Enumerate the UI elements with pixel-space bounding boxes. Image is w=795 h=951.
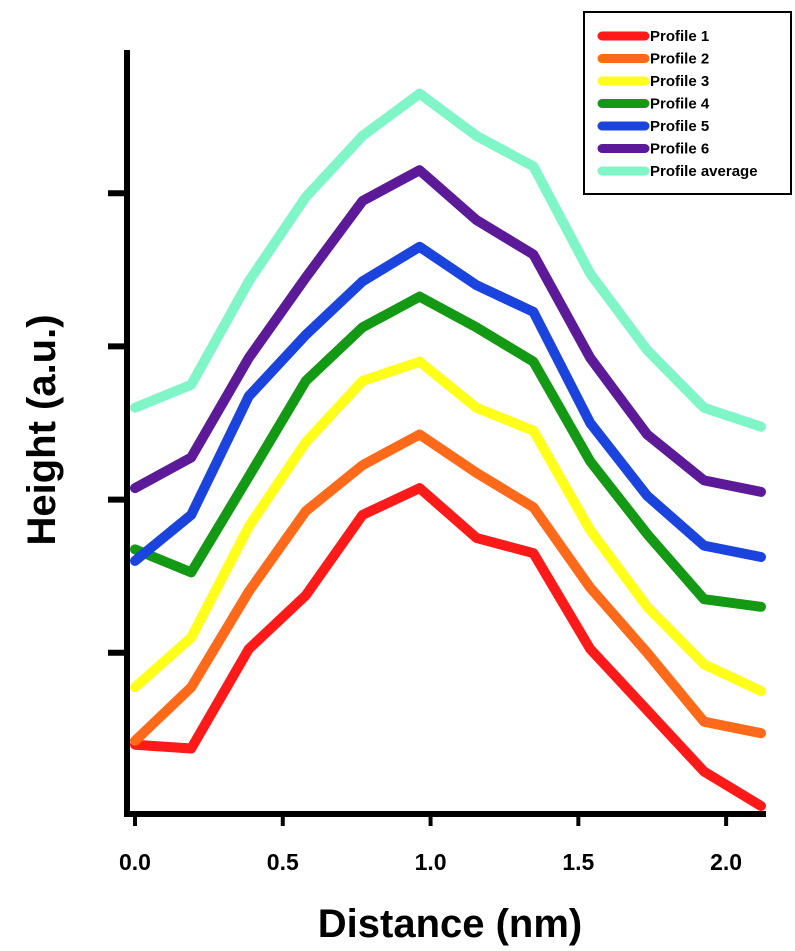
x-tick-label-2: 1.0: [415, 849, 447, 875]
axes: [124, 50, 766, 817]
legend-label-profile-average: Profile average: [650, 163, 758, 180]
series-line-profile-5: [130, 241, 766, 566]
legend-label-profile-5: Profile 5: [650, 118, 709, 135]
legend-label-profile-1: Profile 1: [650, 28, 709, 45]
x-axis-title: Distance (nm): [318, 902, 583, 946]
x-tick-label-1: 0.5: [267, 849, 299, 875]
y-axis-title: Height (a.u.): [20, 314, 64, 545]
legend-label-profile-4: Profile 4: [650, 96, 710, 113]
x-tick-label-3: 1.5: [562, 849, 594, 875]
series-line-profile-average: [130, 88, 766, 432]
legend-label-profile-6: Profile 6: [650, 141, 709, 158]
legend-label-profile-3: Profile 3: [650, 73, 709, 90]
legend: Profile 1 Profile 2 Profile 3 Profile 4 Prof…: [583, 11, 792, 195]
x-tick-label-4: 2.0: [710, 849, 742, 875]
x-tick-label-0: 0.0: [119, 849, 151, 875]
series-line-profile-1: [130, 483, 766, 811]
series-line-profile-3: [130, 356, 766, 697]
legend-label-profile-2: Profile 2: [650, 51, 709, 68]
series-line-profile-2: [130, 429, 766, 746]
series-lines: [130, 88, 766, 811]
series-line-profile-4: [130, 291, 766, 612]
series-line-profile-6: [130, 165, 766, 497]
ticks: 0.0 0.5 1.0 1.5 2.0: [108, 190, 742, 875]
